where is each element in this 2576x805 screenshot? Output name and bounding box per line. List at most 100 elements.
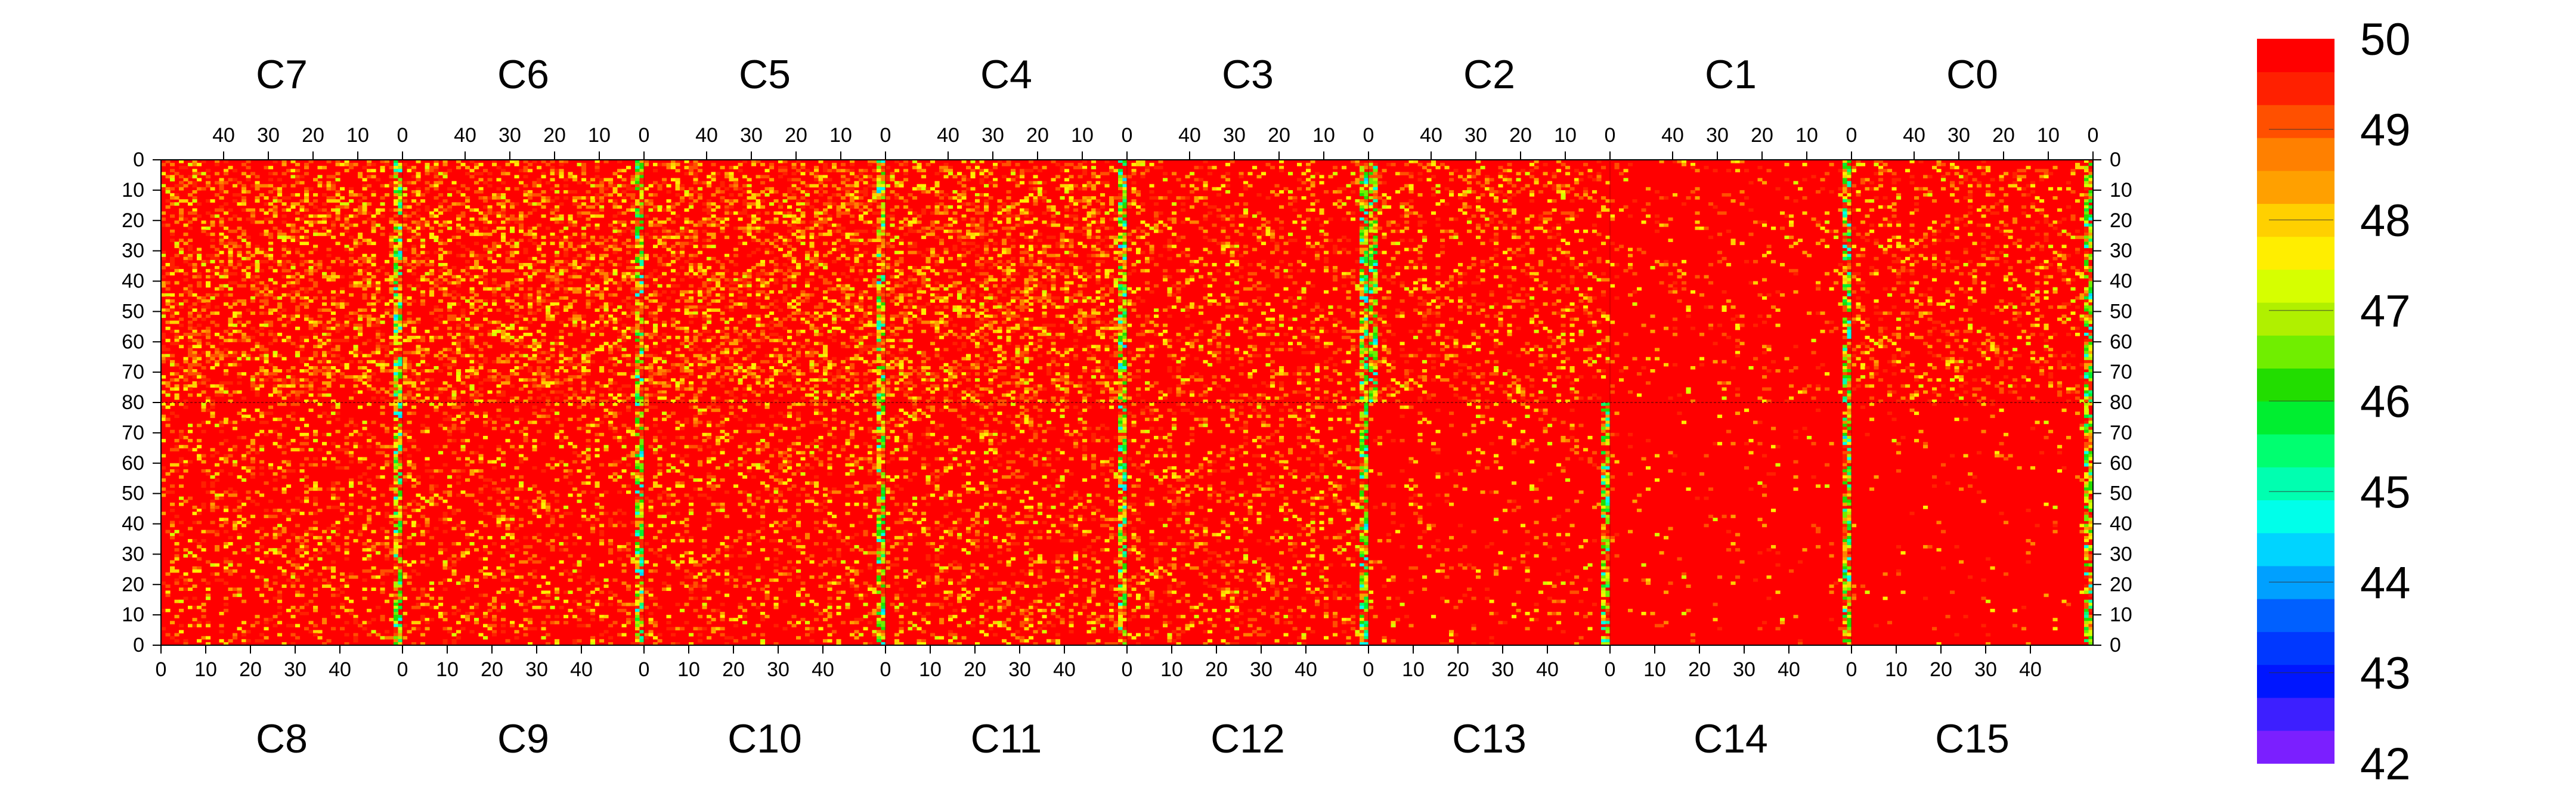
heatmap-cell bbox=[639, 399, 645, 403]
heatmap-cell bbox=[295, 281, 301, 285]
heatmap-cell bbox=[612, 242, 618, 246]
heatmap-cell bbox=[662, 244, 667, 249]
heatmap-cell bbox=[720, 266, 725, 270]
heatmap-cell bbox=[219, 250, 224, 255]
heatmap-cell bbox=[478, 323, 484, 327]
heatmap-cell bbox=[693, 239, 698, 242]
heatmap-cell bbox=[617, 329, 623, 333]
heatmap-cell bbox=[747, 332, 752, 336]
heatmap-cell bbox=[693, 172, 698, 176]
heatmap-cell bbox=[769, 320, 775, 324]
heatmap-cell bbox=[809, 399, 815, 403]
heatmap-cell bbox=[179, 305, 184, 309]
heatmap-cell bbox=[510, 372, 515, 376]
heatmap-cell bbox=[581, 233, 587, 236]
heatmap-cell bbox=[170, 178, 175, 182]
heatmap-cell bbox=[711, 357, 716, 361]
heatmap-cell bbox=[881, 250, 886, 255]
heatmap-cell bbox=[228, 320, 233, 324]
heatmap-cell bbox=[389, 250, 394, 255]
heatmap-cell bbox=[818, 160, 823, 163]
heatmap-cell bbox=[832, 329, 837, 333]
heatmap-cell bbox=[850, 287, 855, 291]
heatmap-cell bbox=[747, 369, 752, 373]
heatmap-cell bbox=[192, 211, 197, 215]
heatmap-cell bbox=[1118, 178, 1123, 182]
heatmap-cell bbox=[863, 293, 868, 297]
heatmap-cell bbox=[165, 302, 171, 306]
heatmap-cell bbox=[612, 363, 618, 367]
heatmap-cell bbox=[671, 320, 676, 324]
heatmap-cell bbox=[769, 366, 775, 370]
heatmap-cell bbox=[814, 172, 819, 176]
heatmap-cell bbox=[823, 399, 828, 403]
heatmap-cell bbox=[809, 220, 815, 224]
heatmap-cell bbox=[581, 287, 587, 291]
heatmap-cell bbox=[192, 326, 197, 330]
heatmap-cell bbox=[680, 393, 685, 397]
heatmap-cell bbox=[496, 166, 501, 169]
heatmap-cell bbox=[764, 193, 770, 197]
heatmap-cell bbox=[564, 247, 569, 252]
heatmap-cell bbox=[836, 211, 841, 215]
heatmap-cell bbox=[344, 320, 349, 324]
heatmap-cell bbox=[246, 256, 251, 261]
heatmap-cell bbox=[299, 357, 305, 361]
heatmap-cell bbox=[268, 323, 274, 327]
heatmap-cell bbox=[653, 317, 658, 321]
heatmap-cell bbox=[693, 178, 698, 182]
heatmap-cell bbox=[845, 378, 850, 382]
heatmap-cell bbox=[367, 320, 372, 324]
heatmap-cell bbox=[823, 354, 828, 358]
heatmap-cell bbox=[411, 259, 417, 264]
heatmap-cell bbox=[809, 233, 815, 236]
heatmap-cell bbox=[912, 166, 918, 169]
heatmap-cell bbox=[756, 247, 761, 252]
heatmap-cell bbox=[796, 342, 801, 345]
heatmap-cell bbox=[246, 253, 251, 258]
heatmap-cell bbox=[546, 314, 551, 318]
heatmap-cell bbox=[621, 211, 627, 215]
heatmap-cell bbox=[845, 345, 850, 349]
heatmap-cell bbox=[295, 247, 301, 252]
heatmap-cell bbox=[859, 326, 864, 330]
heatmap-cell bbox=[577, 181, 582, 185]
heatmap-cell bbox=[787, 269, 792, 273]
heatmap-cell bbox=[295, 211, 301, 215]
heatmap-cell bbox=[210, 244, 215, 249]
heatmap-cell bbox=[586, 326, 591, 330]
heatmap-cell bbox=[729, 357, 734, 361]
heatmap-cell bbox=[957, 172, 962, 176]
heatmap-cell bbox=[286, 384, 292, 388]
heatmap-cell bbox=[170, 262, 175, 267]
heatmap-cell bbox=[398, 278, 403, 282]
heatmap-cell bbox=[648, 193, 654, 197]
heatmap-cell bbox=[689, 311, 694, 315]
heatmap-cell bbox=[805, 317, 810, 321]
heatmap-cell bbox=[394, 348, 399, 352]
heatmap-cell bbox=[1015, 175, 1020, 179]
heatmap-cell bbox=[644, 354, 649, 358]
heatmap-cell bbox=[398, 305, 403, 309]
heatmap-cell bbox=[344, 214, 349, 218]
heatmap-cell bbox=[881, 181, 886, 185]
heatmap-cell bbox=[474, 275, 479, 279]
heatmap-cell bbox=[877, 290, 882, 294]
heatmap-cell bbox=[510, 384, 515, 388]
heatmap-cell bbox=[568, 363, 573, 367]
heatmap-cell bbox=[564, 266, 569, 270]
heatmap-cell bbox=[478, 163, 484, 166]
heatmap-cell bbox=[394, 390, 399, 394]
heatmap-cell bbox=[832, 242, 837, 246]
heatmap-cell bbox=[273, 259, 278, 264]
heatmap-cell bbox=[1118, 163, 1123, 166]
heatmap-cell bbox=[206, 293, 211, 297]
heatmap-cell bbox=[1104, 184, 1110, 188]
heatmap-cell bbox=[639, 226, 645, 230]
heatmap-cell bbox=[237, 372, 242, 376]
heatmap-cell bbox=[729, 339, 734, 342]
heatmap-cell bbox=[1104, 160, 1110, 163]
heatmap-cell bbox=[546, 299, 551, 303]
heatmap-cell bbox=[362, 196, 367, 200]
heatmap-cell bbox=[425, 348, 430, 352]
